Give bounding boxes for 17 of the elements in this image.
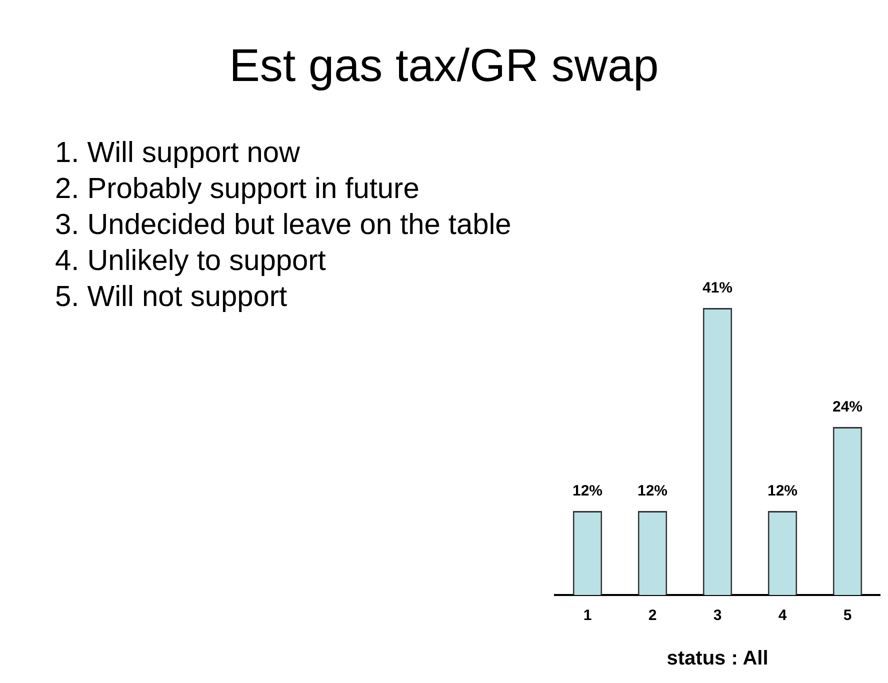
text: 4. Unlikely to support: [55, 244, 327, 279]
text: 3. Undecided but leave on the table: [55, 208, 512, 243]
x-tick-label: 4: [778, 607, 788, 624]
text: 2. Probably support in future: [55, 172, 420, 207]
data-label: 41%: [702, 280, 733, 297]
data-label: 12%: [637, 482, 668, 500]
x-axis-title: status : All: [666, 648, 768, 670]
data-label: 12%: [767, 482, 798, 500]
x-tick-label: 2: [648, 607, 657, 624]
x-tick-label: 1: [583, 607, 592, 624]
x-tick-label: 5: [843, 607, 852, 624]
chart-title: Est gas tax/GR swap: [228, 38, 660, 92]
x-tick-label: 3: [713, 607, 722, 624]
data-label: 12%: [572, 482, 603, 500]
text: 5. Will not support: [55, 280, 288, 315]
data-label: 24%: [832, 398, 863, 416]
text: 1. Will support now: [55, 136, 301, 171]
